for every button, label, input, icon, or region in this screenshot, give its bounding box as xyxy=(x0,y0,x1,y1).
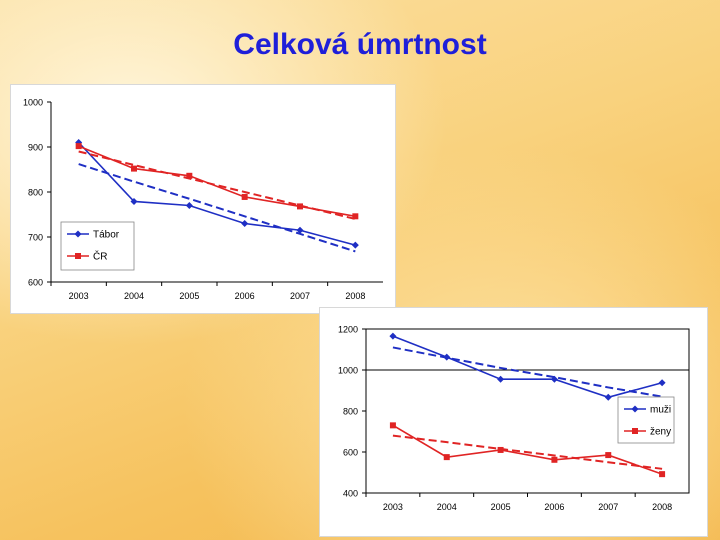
data-point xyxy=(351,241,359,249)
legend-box xyxy=(617,396,675,444)
data-point xyxy=(658,379,666,387)
series-1 xyxy=(389,422,666,478)
y-tick-label: 600 xyxy=(28,278,43,288)
y-tick-label: 1000 xyxy=(23,98,43,108)
trend-line xyxy=(392,346,663,398)
data-point xyxy=(296,226,304,234)
series-0 xyxy=(389,332,666,401)
series-line xyxy=(392,335,663,399)
trend-line xyxy=(78,163,356,253)
legend: Tábor ČR xyxy=(60,221,135,271)
legend-marker xyxy=(75,253,81,259)
data-point xyxy=(443,353,451,361)
data-point xyxy=(497,375,505,383)
legend-label: Tábor xyxy=(93,230,120,241)
data-point xyxy=(389,422,396,429)
y-tick-label: 800 xyxy=(343,407,358,417)
x-tick-label: 2003 xyxy=(383,502,403,512)
data-point xyxy=(389,332,397,340)
data-point xyxy=(297,203,303,210)
data-point xyxy=(550,375,558,383)
data-point xyxy=(186,172,193,179)
x-tick-label: 2008 xyxy=(345,291,365,301)
x-tick-label: 2004 xyxy=(124,291,144,301)
chart-2-svg: 400 600 800 1000 1200 2003 2004 2005 2006 2007 200… xyxy=(338,325,690,512)
x-tick-label: 2007 xyxy=(290,291,310,301)
legend-label: ČR xyxy=(93,250,107,263)
legend-label: ženy xyxy=(650,427,671,438)
x-tick-label: 2008 xyxy=(652,502,672,512)
data-point xyxy=(443,454,450,461)
mortality-chart-tabor-cr: 600 700 800 900 1000 2003 2004 2005 2006 2007 2008… xyxy=(10,84,396,314)
legend-label: muži xyxy=(650,405,671,416)
y-tick-label: 800 xyxy=(28,188,43,198)
series-line xyxy=(392,424,663,475)
data-point xyxy=(241,193,248,200)
legend-marker xyxy=(74,230,82,238)
legend-marker xyxy=(632,428,638,434)
x-tick-label: 2007 xyxy=(598,502,618,512)
y-tick-label: 1200 xyxy=(338,325,358,335)
legend: muži ženy xyxy=(617,396,675,444)
trend-line xyxy=(392,434,663,470)
legend-marker xyxy=(631,405,639,413)
x-tick-label: 2003 xyxy=(69,291,89,301)
data-point xyxy=(241,220,249,227)
y-tick-label: 900 xyxy=(28,143,43,153)
data-point xyxy=(131,165,137,172)
data-point xyxy=(75,143,82,150)
series-line xyxy=(78,141,356,246)
x-tick-label: 2006 xyxy=(544,502,564,512)
x-tick-label: 2004 xyxy=(437,502,457,512)
data-point xyxy=(659,471,666,478)
data-point xyxy=(551,456,558,463)
data-point xyxy=(605,452,612,459)
y-tick-label: 400 xyxy=(343,489,358,499)
data-point xyxy=(497,446,504,453)
x-tick-label: 2006 xyxy=(235,291,255,301)
x-tick-label: 2005 xyxy=(179,291,199,301)
y-tick-label: 600 xyxy=(343,448,358,458)
chart-1-svg: 600 700 800 900 1000 2003 2004 2005 2006 2007 2008… xyxy=(23,98,383,301)
page-title: Celková úmrtnost xyxy=(233,28,487,61)
series-1 xyxy=(75,143,359,220)
data-point xyxy=(604,393,612,401)
x-tick-label: 2005 xyxy=(491,502,511,512)
mortality-chart-men-women: 400 600 800 1000 1200 2003 2004 2005 2006 2007 200… xyxy=(319,307,708,537)
data-point xyxy=(352,213,359,220)
y-tick-label: 700 xyxy=(28,233,43,243)
legend-box xyxy=(60,221,135,271)
series-line xyxy=(78,145,356,218)
data-point xyxy=(130,197,138,205)
y-tick-label: 1000 xyxy=(338,366,358,376)
data-point xyxy=(185,202,193,209)
series-0 xyxy=(75,139,359,253)
